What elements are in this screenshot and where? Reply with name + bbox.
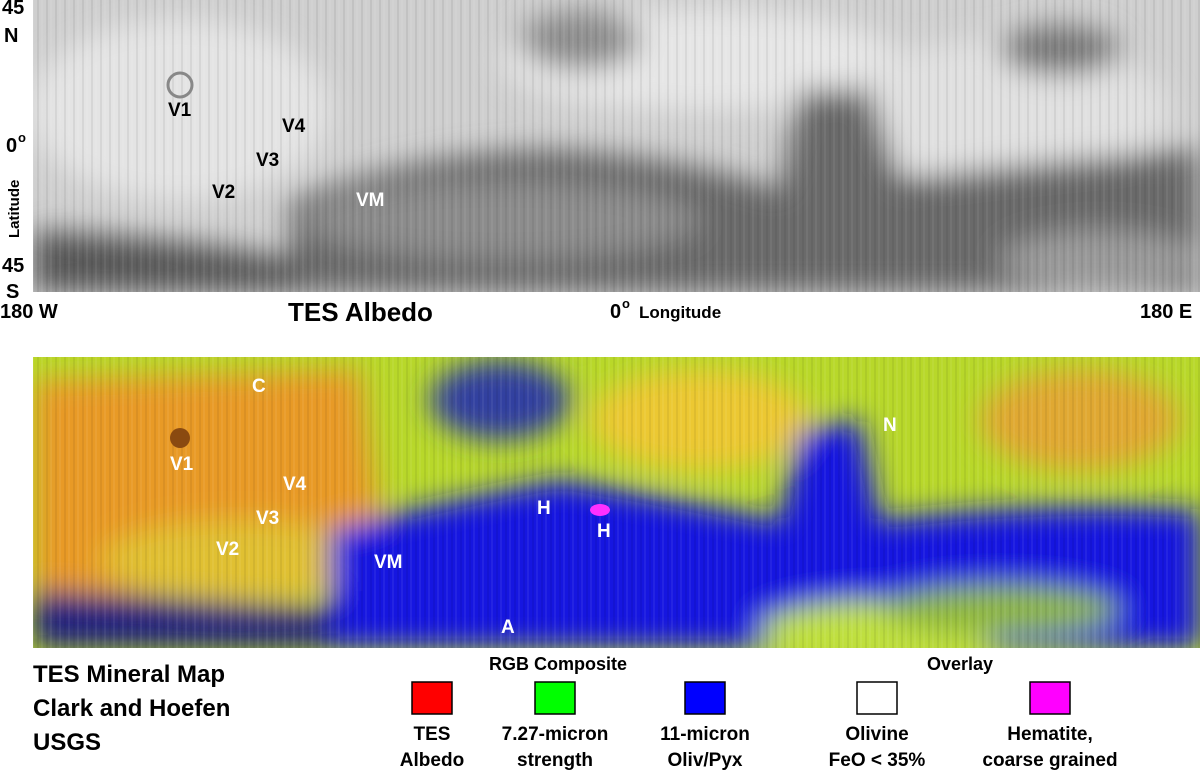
site-label: A (501, 617, 515, 638)
site-label: V4 (283, 474, 307, 495)
legend-label: 7.27-micron (502, 724, 609, 745)
degree-sign: o (18, 130, 26, 145)
lat-tick: 45 (2, 255, 24, 277)
site-label: VM (374, 552, 403, 573)
legend-items: TES Albedo 7.27-micron strength 11-micron Oli… (400, 681, 1118, 771)
legend-swatch (534, 681, 576, 715)
site-label: N (883, 415, 897, 436)
albedo-map (33, 0, 1200, 292)
lon-tick: 0 (610, 301, 621, 323)
site-label: H (597, 521, 611, 542)
lon-label: Longitude (639, 303, 721, 322)
lon-tick: 180 E (1140, 301, 1192, 323)
legend-label: Olivine (845, 724, 908, 745)
legend-title: TES Mineral Map (33, 661, 225, 688)
site-label: C (252, 376, 266, 397)
site-label: V1 (170, 454, 194, 475)
mineral-map (33, 357, 1200, 648)
legend-label: FeO < 35% (829, 750, 926, 771)
degree-sign: o (622, 296, 630, 311)
legend-title: Clark and Hoefen (33, 695, 230, 722)
site-label: V4 (282, 116, 306, 137)
lat-tick: 0 (6, 135, 17, 157)
lat-hemisphere: N (4, 25, 18, 47)
legend-label: TES (414, 724, 451, 745)
legend-label: Oliv/Pyx (668, 750, 743, 771)
site-label: V3 (256, 508, 279, 529)
legend-group: Overlay (927, 654, 993, 674)
legend-title: USGS (33, 729, 101, 756)
legend-swatch (856, 681, 898, 715)
legend-label: Albedo (400, 750, 464, 771)
lat-label: Latitude (6, 180, 23, 238)
legend-label: 11-micron (660, 724, 750, 745)
legend-swatch (684, 681, 726, 715)
lat-hemisphere: S (6, 281, 19, 303)
legend-label: coarse grained (982, 750, 1117, 771)
site-label: VM (356, 190, 385, 211)
legend-label: strength (517, 750, 593, 771)
legend-label: Hematite, (1007, 724, 1093, 745)
site-label: V2 (216, 539, 239, 560)
site-label: V2 (212, 182, 235, 203)
map-title: TES Albedo (288, 297, 433, 327)
lat-tick: 45 (2, 0, 24, 19)
site-label: V1 (168, 100, 192, 121)
site-label: H (537, 498, 551, 519)
legend-swatch (1029, 681, 1071, 715)
legend-group: RGB Composite (489, 654, 627, 674)
legend-swatch (411, 681, 453, 715)
site-label: V3 (256, 150, 279, 171)
lon-tick: 180 W (0, 301, 58, 323)
